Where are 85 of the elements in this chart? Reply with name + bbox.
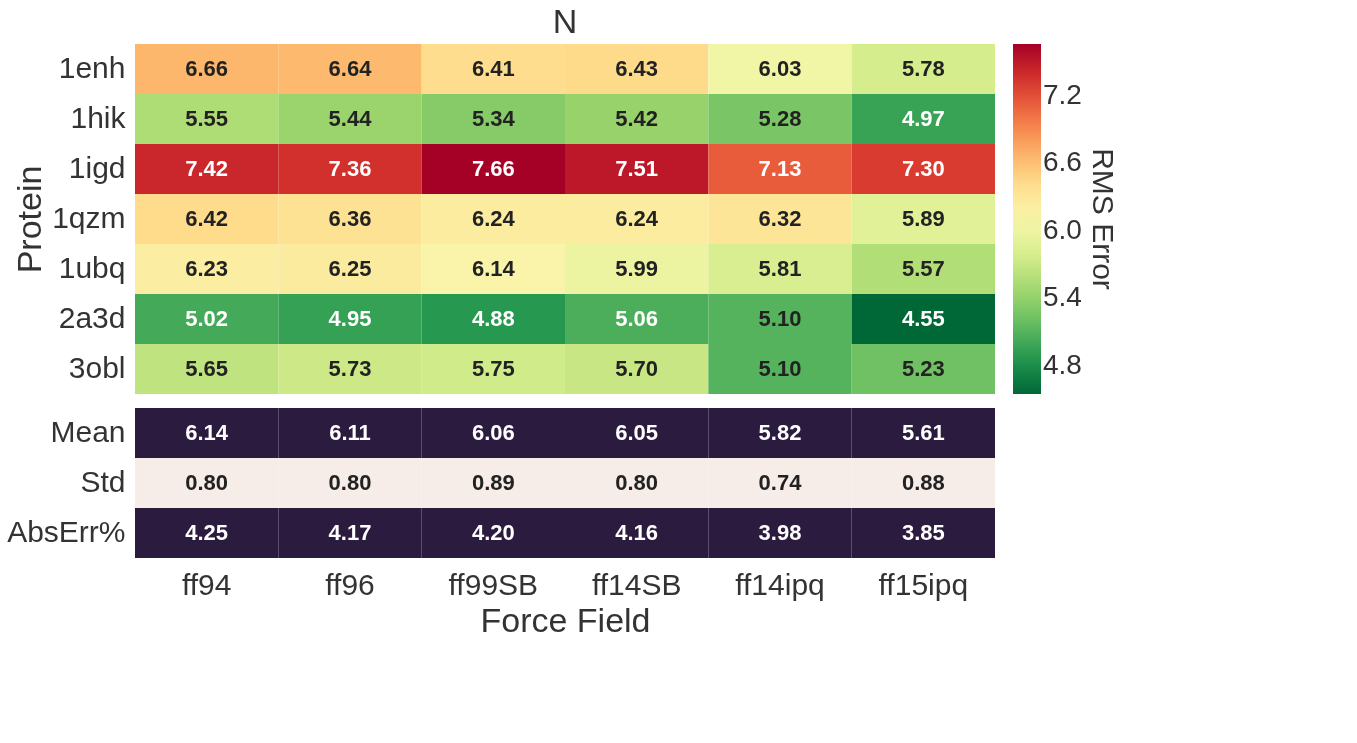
data-label: 6.03 — [758, 56, 802, 81]
data-label: 7.13 — [758, 156, 802, 181]
data-label: 6.06 — [471, 420, 515, 445]
data-label: 0.80 — [328, 470, 372, 495]
data-label: 4.16 — [615, 520, 659, 545]
data-label: 6.24 — [615, 206, 659, 231]
data-label: 5.65 — [185, 356, 229, 381]
y-tick-label: 1qzm — [52, 201, 126, 234]
y-tick-label: Std — [80, 465, 126, 498]
data-label: 6.66 — [185, 56, 229, 81]
data-label: 7.66 — [471, 156, 515, 181]
x-tick-label: ff15ipq — [878, 567, 969, 601]
data-label: 4.88 — [471, 306, 515, 331]
data-label: 3.98 — [758, 520, 802, 545]
data-label: 5.61 — [901, 420, 945, 445]
x-tick-label: ff14ipq — [735, 567, 825, 601]
y-tick-label: 3obl — [68, 351, 126, 384]
data-label: 5.57 — [901, 256, 945, 281]
data-label: 5.28 — [758, 106, 802, 131]
y-tick-label: AbsErr% — [7, 515, 126, 548]
data-label: 5.02 — [185, 306, 229, 331]
data-label: 5.81 — [758, 256, 802, 281]
data-label: 4.25 — [185, 520, 229, 545]
y-tick-label: Mean — [50, 415, 126, 448]
data-label: 6.25 — [328, 256, 372, 281]
data-label: 6.23 — [185, 256, 229, 281]
data-label: 6.14 — [185, 420, 229, 445]
data-label: 6.24 — [471, 206, 516, 231]
data-label: 5.42 — [615, 106, 659, 131]
data-label: 5.70 — [615, 356, 659, 381]
data-label: 7.42 — [185, 156, 229, 181]
x-tick-label: ff94 — [181, 567, 232, 601]
data-label: 6.05 — [615, 420, 659, 445]
data-label: 7.36 — [328, 156, 372, 181]
data-label: 0.74 — [758, 470, 803, 495]
data-label: 5.44 — [328, 106, 373, 131]
data-label: 6.64 — [328, 56, 373, 81]
data-label: 4.55 — [901, 306, 945, 331]
color-bar-label: 7.2 — [1043, 78, 1082, 110]
data-label: 0.89 — [471, 470, 515, 495]
color-bar-title: RMS Error — [1087, 148, 1120, 290]
y-tick-label: 1hik — [70, 101, 127, 134]
data-label: 6.41 — [471, 56, 515, 81]
data-label: 0.88 — [901, 470, 945, 495]
data-label: 5.34 — [471, 106, 516, 131]
data-label: 6.42 — [185, 206, 229, 231]
y-tick-label: 1enh — [58, 51, 126, 84]
data-label: 5.10 — [758, 306, 802, 331]
y-axis-title: Protein — [10, 165, 49, 274]
data-label: 7.51 — [615, 156, 659, 181]
x-tick-label: ff99SB — [448, 567, 539, 601]
data-label: 6.43 — [615, 56, 659, 81]
data-label: 5.99 — [615, 256, 659, 281]
x-tick-label: ff96 — [325, 567, 375, 601]
y-tick-label: 1igd — [68, 151, 126, 184]
data-label: 4.95 — [328, 306, 372, 331]
data-label: 5.23 — [901, 356, 945, 381]
data-label: 6.36 — [328, 206, 372, 231]
data-label: 4.20 — [471, 520, 515, 545]
data-label: 5.89 — [901, 206, 945, 231]
color-bar-label: 5.4 — [1043, 281, 1082, 313]
data-label: 7.30 — [901, 156, 945, 181]
y-tick-label: 1ubq — [58, 251, 126, 284]
data-label: 6.14 — [471, 256, 516, 281]
data-label: 6.11 — [329, 420, 371, 445]
data-label: 5.78 — [901, 56, 945, 81]
color-bar-label: 6.0 — [1043, 213, 1082, 245]
data-label: 0.80 — [185, 470, 229, 495]
data-label: 5.73 — [328, 356, 372, 381]
x-axis-title: Force Field — [480, 600, 651, 639]
data-label: 5.10 — [758, 356, 802, 381]
data-label: 4.17 — [328, 520, 372, 545]
data-label: 6.32 — [758, 206, 802, 231]
data-label: 0.80 — [615, 470, 659, 495]
data-label: 3.85 — [901, 520, 945, 545]
data-label: 5.75 — [471, 356, 515, 381]
color-bar-label: 4.8 — [1043, 348, 1082, 380]
data-label: 5.55 — [185, 106, 229, 131]
x-tick-label: ff14SB — [591, 567, 682, 601]
data-label: 5.06 — [615, 306, 659, 331]
data-label: 5.82 — [758, 420, 802, 445]
chart-title: N — [552, 2, 578, 40]
color-bar-label: 6.6 — [1043, 146, 1082, 178]
data-label: 4.97 — [901, 106, 945, 131]
y-tick-label: 2a3d — [58, 301, 126, 334]
